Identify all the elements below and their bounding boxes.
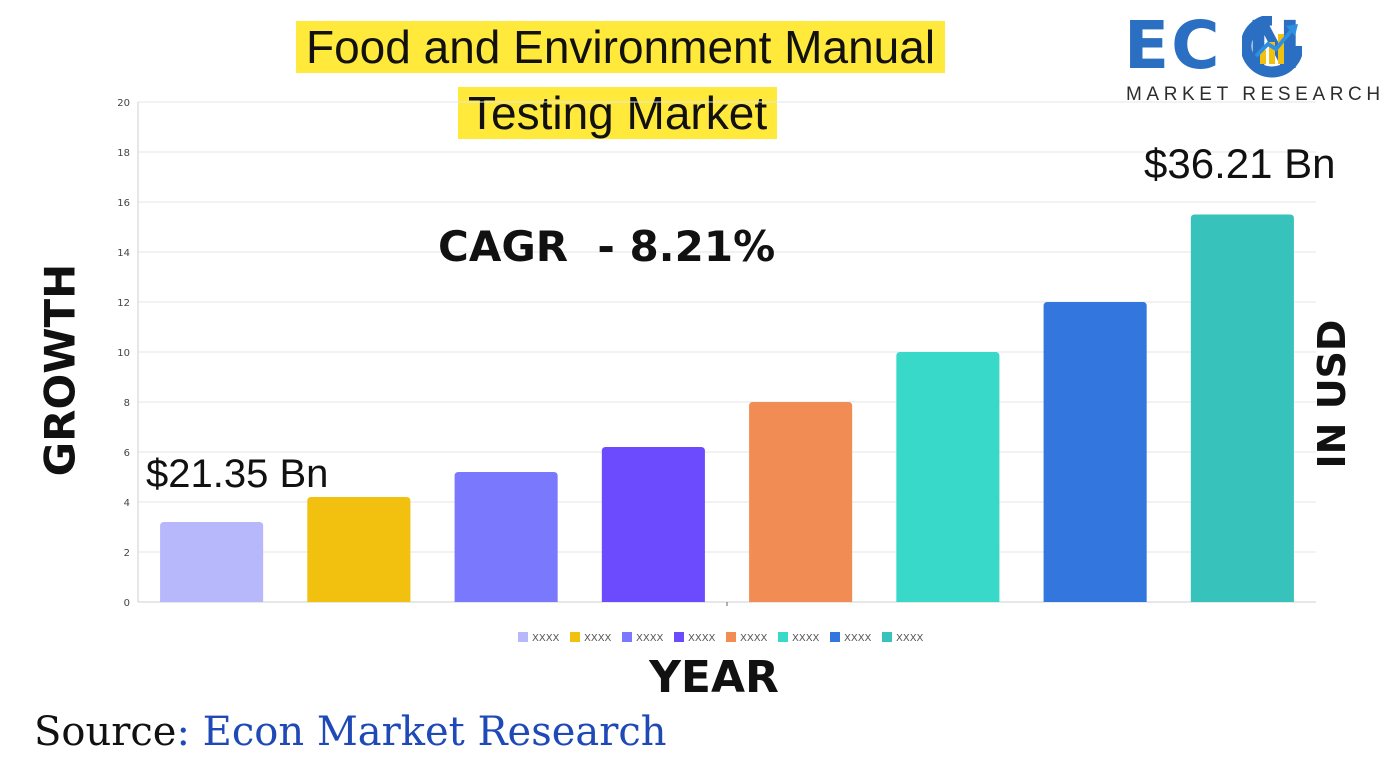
logo-tagline: MARKET RESEARCH [1126,84,1385,105]
legend-label: XXXX [636,633,664,644]
bar [1043,302,1147,602]
start-value-annotation: $21.35 Bn [146,452,329,496]
secondary-axis-title: IN USD [1310,319,1354,469]
y-tick-label: 4 [124,498,130,509]
bar [601,447,705,602]
legend-swatch [830,632,840,642]
legend-swatch [882,632,892,642]
y-tick-label: 6 [124,448,130,459]
legend-label: XXXX [896,633,924,644]
y-axis-title: GROWTH [35,263,85,477]
legend-label: XXXX [688,633,716,644]
bar [1190,214,1294,602]
bar [307,497,411,602]
chart-title-line-1: Food and Environment Manual [296,20,946,74]
legend-label: XXXX [584,633,612,644]
legend-label: XXXX [792,633,820,644]
source-name: Econ Market Research [202,709,667,755]
legend-swatch [778,632,788,642]
y-tick-label: 0 [124,598,130,609]
bar [896,352,1000,602]
econ-logo: EC N MARKET RESEARCH [1124,10,1380,110]
bar [454,472,558,602]
legend-label: XXXX [532,633,560,644]
legend-swatch [570,632,580,642]
legend-swatch [726,632,736,642]
bar [749,402,853,602]
y-tick-label: 2 [124,548,130,559]
y-tick-label: 12 [117,298,130,309]
bar [160,522,264,602]
x-axis-title: YEAR [649,652,779,703]
y-tick-label: 10 [117,348,130,359]
legend-label: XXXX [844,633,872,644]
y-tick-label: 14 [117,248,130,259]
y-tick-label: 20 [117,98,130,109]
legend-swatch [674,632,684,642]
bars [160,214,1294,602]
legend: XXXX XXXX XXXX XXXX XXXX XXXX XXXX XXXX [518,632,924,644]
logo-growth-icon [1242,16,1302,78]
legend-label: XXXX [740,633,768,644]
y-axis-ticks: 0 2 4 6 8 10 12 14 16 18 20 [117,98,130,609]
legend-swatch [518,632,528,642]
source-credit: Source: Econ Market Research [34,708,667,756]
cagr-annotation: CAGR - 8.21% [438,222,776,271]
source-separator: : [176,709,203,755]
legend-swatch [622,632,632,642]
chart-title-line-2: Testing Market [458,86,778,140]
y-tick-label: 16 [117,198,130,209]
end-value-annotation: $36.21 Bn [1144,140,1336,187]
y-tick-label: 18 [117,148,130,159]
source-prefix: Source [34,709,177,755]
y-tick-label: 8 [124,398,130,409]
